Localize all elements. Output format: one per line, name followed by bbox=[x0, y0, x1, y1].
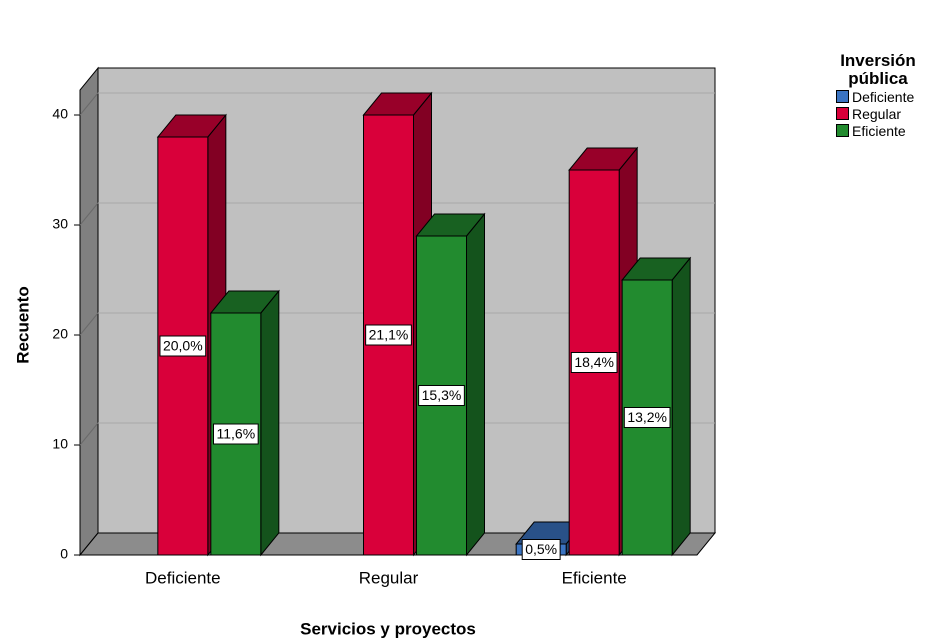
x-tick-label: Eficiente bbox=[562, 568, 627, 587]
legend-swatch bbox=[836, 124, 849, 137]
legend-label: Eficiente bbox=[852, 122, 906, 139]
legend-item: Eficiente bbox=[836, 122, 946, 139]
x-tick-label: Regular bbox=[359, 568, 419, 587]
grid-line bbox=[79, 422, 99, 446]
legend-label: Regular bbox=[852, 105, 902, 122]
x-axis-title: Servicios y proyectos bbox=[300, 619, 476, 638]
legend-item: Regular bbox=[836, 105, 946, 122]
y-tick-label: 30 bbox=[52, 216, 68, 232]
value-label-box bbox=[570, 352, 618, 373]
grid-line bbox=[79, 312, 99, 336]
legend-swatch bbox=[836, 90, 849, 103]
value-label-box bbox=[623, 407, 671, 428]
value-label-box bbox=[521, 539, 561, 560]
bar-side bbox=[671, 256, 691, 557]
bar-side bbox=[466, 212, 485, 557]
grid-line bbox=[79, 92, 99, 116]
value-label-box bbox=[212, 423, 259, 445]
legend-title: Inversión pública bbox=[840, 51, 916, 88]
value-label-box bbox=[159, 335, 207, 357]
value-label-box bbox=[418, 385, 465, 406]
bar-side bbox=[260, 289, 280, 557]
y-tick-label: 20 bbox=[52, 326, 68, 342]
value-label: 15,3% bbox=[422, 387, 462, 403]
x-tick-label: Deficiente bbox=[145, 568, 221, 587]
value-label: 0,5% bbox=[525, 541, 557, 557]
value-label-box bbox=[365, 324, 412, 346]
value-label: 13,2% bbox=[627, 409, 667, 425]
value-label: 20,0% bbox=[163, 338, 203, 354]
value-label: 21,1% bbox=[369, 327, 409, 343]
value-label: 11,6% bbox=[216, 426, 255, 442]
left-wall bbox=[79, 66, 99, 557]
y-tick-label: 10 bbox=[52, 436, 68, 452]
y-tick-label: 40 bbox=[52, 106, 68, 122]
legend-label: Deficiente bbox=[852, 88, 915, 105]
y-tick-label: 0 bbox=[60, 546, 68, 562]
legend-item: Deficiente bbox=[836, 88, 946, 105]
y-axis-title: Recuento bbox=[13, 286, 32, 363]
value-label: 18,4% bbox=[574, 354, 614, 370]
legend: Inversión pública Deficiente Regular Efici… bbox=[828, 52, 946, 139]
legend-swatch bbox=[836, 107, 849, 120]
grid-line bbox=[79, 202, 99, 226]
